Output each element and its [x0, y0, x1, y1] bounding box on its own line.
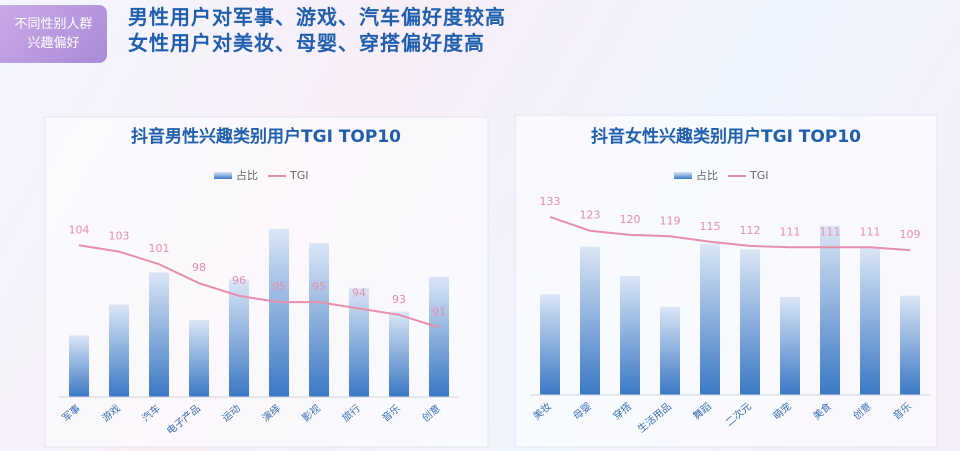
data-label: 104: [69, 223, 90, 236]
headlines: 男性用户对军事、游戏、汽车偏好度较高 女性用户对美妆、母婴、穿搭偏好度高: [128, 4, 506, 56]
bar: [229, 279, 249, 397]
headline: 女性用户对美妆、母婴、穿搭偏好度高: [128, 31, 485, 55]
bar: [389, 311, 409, 397]
data-label: 98: [192, 261, 206, 274]
chart-title: 抖音女性兴趣类别用户TGI TOP10: [591, 126, 861, 147]
bar: [109, 304, 129, 397]
bar: [860, 248, 880, 395]
bar: [660, 306, 680, 395]
bar: [620, 276, 640, 395]
bar: [780, 297, 800, 395]
chart-title: 抖音男性兴趣类别用户TGI TOP10: [131, 126, 401, 147]
data-label: 95: [272, 280, 286, 293]
data-label: 112: [740, 224, 761, 237]
data-label: 95: [312, 280, 326, 293]
bar: [740, 249, 760, 395]
tag-line: 兴趣偏好: [27, 36, 80, 51]
data-label: 115: [700, 220, 721, 233]
bar: [820, 225, 840, 395]
data-label: 91: [432, 305, 446, 318]
bar: [309, 243, 329, 397]
legend-label: 占比: [696, 168, 718, 182]
bar: [540, 294, 560, 395]
data-label: 96: [232, 274, 246, 287]
data-label: 120: [620, 213, 641, 226]
tgi-line: [549, 215, 911, 252]
legend-label: 占比: [236, 168, 258, 182]
data-label: 123: [580, 209, 601, 222]
legend-label: TGI: [749, 169, 769, 182]
data-label: 111: [860, 225, 881, 238]
data-label: 101: [149, 242, 170, 255]
legend-swatch: [674, 172, 692, 179]
legend-swatch: [214, 172, 232, 179]
bar: [700, 243, 720, 395]
bar: [69, 335, 89, 397]
data-label: 103: [109, 230, 130, 243]
bar: [269, 229, 289, 397]
tag-line: 不同性别人群: [14, 17, 93, 32]
data-label: 111: [820, 225, 841, 238]
bar: [349, 287, 369, 397]
data-label: 111: [780, 225, 801, 238]
bar: [149, 272, 169, 397]
bar: [580, 246, 600, 395]
data-label: 119: [660, 214, 681, 227]
data-label: 93: [392, 293, 406, 306]
data-label: 133: [540, 195, 561, 208]
legend-label: TGI: [289, 169, 309, 182]
tgi-line: [78, 244, 440, 329]
data-label: 109: [900, 228, 921, 241]
bar: [429, 276, 449, 397]
tag: 不同性别人群 兴趣偏好: [0, 5, 107, 63]
data-label: 94: [352, 286, 366, 299]
bar: [189, 320, 209, 397]
bar: [900, 295, 920, 395]
headline: 男性用户对军事、游戏、汽车偏好度较高: [128, 5, 506, 29]
